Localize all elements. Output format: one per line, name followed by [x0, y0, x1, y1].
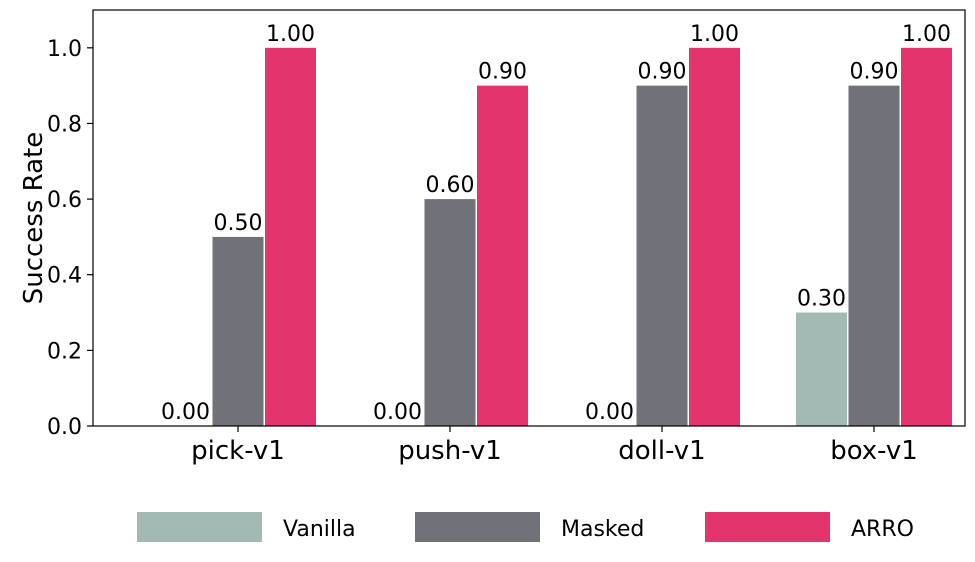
- y-axis: 0.0 0.2 0.4 0.6 0.8 1.0: [47, 37, 93, 440]
- legend-swatch-masked: [415, 512, 540, 542]
- data-label-vanilla-push-v1: 0.00: [373, 400, 422, 425]
- bars-group: [212, 47, 952, 427]
- legend-swatch-vanilla: [137, 512, 262, 542]
- data-label-arro-pick-v1: 1.00: [266, 22, 315, 47]
- y-tick-label: 0.0: [47, 415, 82, 440]
- y-tick-label: 0.8: [47, 112, 82, 137]
- x-tick-label: pick-v1: [191, 436, 285, 466]
- x-tick-label: box-v1: [830, 436, 918, 466]
- legend-swatch-arro: [705, 512, 830, 542]
- y-tick-label: 0.4: [47, 264, 82, 289]
- legend-label-masked: Masked: [561, 517, 644, 542]
- data-label-arro-push-v1: 0.90: [478, 60, 527, 85]
- data-label-vanilla-box-v1: 0.30: [797, 287, 846, 312]
- bar-masked-pick-v1: [212, 236, 264, 426]
- bar-arro-doll-v1: [689, 47, 740, 427]
- data-label-masked-push-v1: 0.60: [426, 173, 475, 198]
- legend-label-vanilla: Vanilla: [283, 517, 356, 542]
- x-tick-label: push-v1: [398, 436, 502, 466]
- y-tick-label: 0.6: [47, 188, 82, 213]
- plot-frame: [92, 9, 966, 427]
- legend: Vanilla Masked ARRO: [137, 512, 914, 542]
- data-label-masked-pick-v1: 0.50: [214, 211, 263, 236]
- data-label-vanilla-doll-v1: 0.00: [585, 400, 634, 425]
- data-label-vanilla-pick-v1: 0.00: [161, 400, 210, 425]
- data-label-masked-doll-v1: 0.90: [638, 60, 687, 85]
- x-tick-label: doll-v1: [618, 436, 705, 466]
- data-label-arro-box-v1: 1.00: [902, 22, 951, 47]
- data-labels-group: 0.000.501.000.000.600.900.000.901.000.30…: [161, 22, 951, 425]
- bar-arro-push-v1: [477, 85, 528, 427]
- bar-arro-pick-v1: [265, 47, 316, 427]
- bar-vanilla-box-v1: [796, 312, 847, 426]
- y-tick-label: 1.0: [47, 37, 82, 62]
- y-axis-label: Success Rate: [19, 132, 49, 305]
- y-tick-label: 0.2: [47, 339, 82, 364]
- x-axis: pick-v1 push-v1 doll-v1 box-v1: [191, 426, 918, 466]
- bar-masked-doll-v1: [636, 85, 688, 427]
- legend-label-arro: ARRO: [851, 517, 914, 542]
- bar-masked-box-v1: [848, 85, 900, 427]
- bar-masked-push-v1: [424, 199, 476, 426]
- data-label-arro-doll-v1: 1.00: [690, 22, 739, 47]
- data-label-masked-box-v1: 0.90: [850, 60, 899, 85]
- bar-arro-box-v1: [901, 47, 952, 427]
